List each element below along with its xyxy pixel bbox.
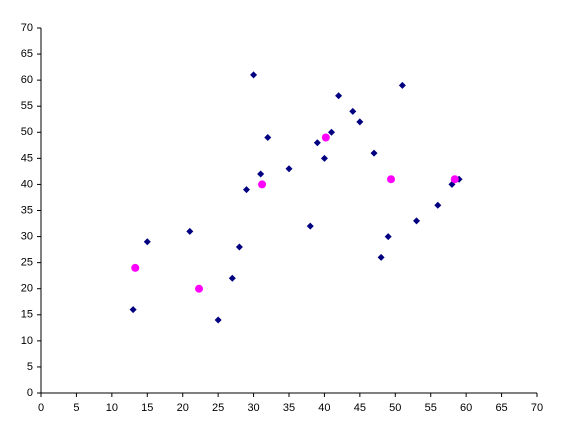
point — [387, 175, 396, 184]
x-tick-label: 15 — [141, 402, 153, 414]
point — [370, 149, 378, 157]
x-tick-label: 60 — [460, 402, 472, 414]
point — [328, 128, 336, 136]
y-tick-label: 65 — [21, 48, 33, 60]
x-tick-label: 20 — [177, 402, 189, 414]
point — [320, 154, 328, 162]
x-tick-label: 40 — [318, 402, 330, 414]
y-tick-label: 15 — [21, 309, 33, 321]
point — [131, 263, 140, 272]
point — [129, 306, 137, 314]
x-tick-label: 25 — [212, 402, 224, 414]
y-tick-label: 0 — [27, 387, 33, 399]
y-tick-label: 20 — [21, 283, 33, 295]
point — [250, 71, 258, 79]
x-tick-label: 45 — [354, 402, 366, 414]
point — [143, 238, 151, 246]
y-tick-label: 10 — [21, 335, 33, 347]
point — [285, 165, 293, 173]
y-tick-label: 5 — [27, 361, 33, 373]
point — [306, 222, 314, 230]
point — [384, 233, 392, 241]
x-tick-label: 10 — [106, 402, 118, 414]
x-tick-label: 70 — [531, 402, 543, 414]
point — [356, 118, 364, 126]
y-tick-label: 60 — [21, 74, 33, 86]
point — [195, 284, 204, 293]
y-tick-label: 55 — [21, 100, 33, 112]
point — [321, 133, 330, 142]
y-tick-label: 40 — [21, 178, 33, 190]
point — [398, 81, 406, 89]
point — [186, 227, 194, 235]
point — [377, 253, 385, 261]
point — [450, 175, 459, 184]
point — [242, 186, 250, 194]
x-tick-label: 55 — [425, 402, 437, 414]
x-tick-label: 65 — [495, 402, 507, 414]
y-tick-label: 70 — [21, 22, 33, 34]
y-tick-label: 50 — [21, 126, 33, 138]
point — [313, 139, 321, 147]
point — [413, 217, 421, 225]
x-tick-label: 5 — [73, 402, 79, 414]
point — [349, 107, 357, 115]
x-tick-label: 50 — [389, 402, 401, 414]
x-tick-label: 35 — [283, 402, 295, 414]
x-tick-label: 30 — [247, 402, 259, 414]
x-tick-label: 0 — [38, 402, 44, 414]
point — [335, 92, 343, 100]
point — [434, 201, 442, 209]
point — [214, 316, 222, 324]
y-tick-label: 25 — [21, 257, 33, 269]
point — [257, 170, 265, 178]
y-tick-label: 35 — [21, 204, 33, 216]
point — [228, 274, 236, 282]
y-tick-label: 45 — [21, 152, 33, 164]
point — [235, 243, 243, 251]
point — [258, 180, 267, 189]
y-tick-label: 30 — [21, 230, 33, 242]
point — [264, 134, 272, 141]
